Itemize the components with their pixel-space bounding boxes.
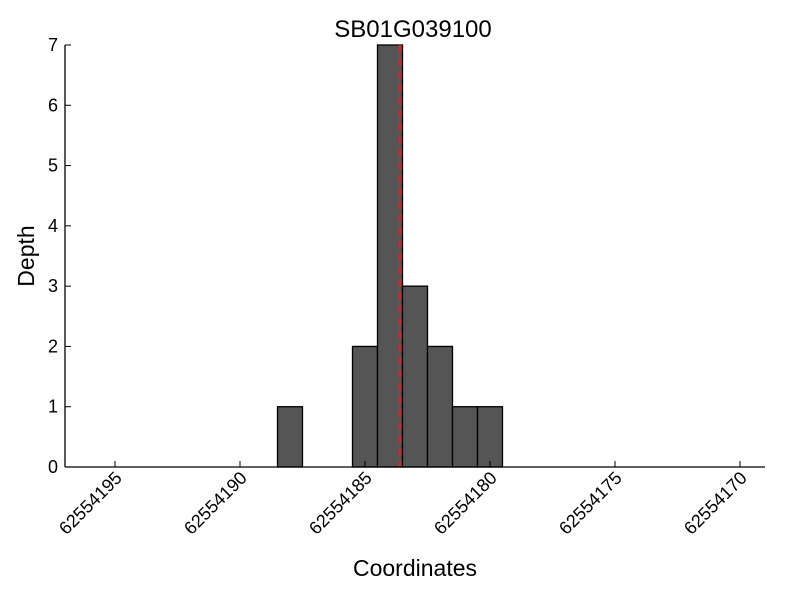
axes-group xyxy=(64,45,765,468)
y-tick-label: 3 xyxy=(48,276,58,296)
x-tick-label: 62554175 xyxy=(555,468,626,539)
x-tick-label: 62554185 xyxy=(305,468,376,539)
y-tick-label: 2 xyxy=(48,336,58,356)
bars-group xyxy=(276,44,504,468)
x-tick-label: 62554195 xyxy=(55,468,126,539)
chart-title: SB01G039100 xyxy=(334,16,491,43)
bar-2 xyxy=(376,44,404,468)
y-tick-label: 5 xyxy=(48,156,58,176)
bar-0 xyxy=(276,406,304,468)
bar-5 xyxy=(451,406,479,468)
x-tick-label: 62554170 xyxy=(680,468,751,539)
y-axis-title: Depth xyxy=(13,225,39,286)
y-tick-label: 4 xyxy=(48,216,58,236)
y-tick-label: 1 xyxy=(48,397,58,417)
bar-1 xyxy=(351,345,379,468)
y-tick-label: 0 xyxy=(48,457,58,477)
y-tick-label: 7 xyxy=(48,35,58,55)
x-tick-label: 62554190 xyxy=(180,468,251,539)
x-ticks-group: 62554195 62554190 62554185 62554180 62554175… xyxy=(55,461,751,538)
y-ticks-group: 0 1 2 3 4 5 6 7 xyxy=(48,35,71,477)
bar-4 xyxy=(426,345,454,468)
x-axis-title: Coordinates xyxy=(353,555,477,581)
x-tick-label: 62554180 xyxy=(430,468,501,539)
y-tick-label: 6 xyxy=(48,95,58,115)
bar-3 xyxy=(401,285,429,468)
bar-6 xyxy=(476,406,504,468)
